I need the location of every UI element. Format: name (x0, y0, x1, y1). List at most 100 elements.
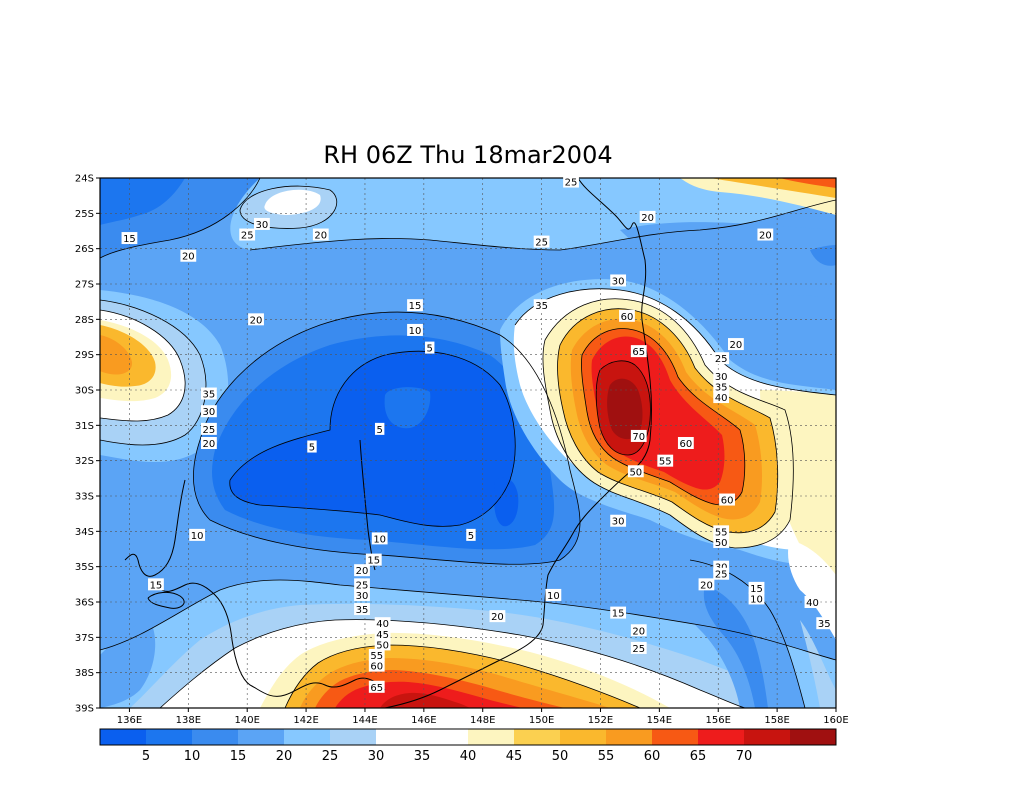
contour-label: 30 (356, 591, 369, 602)
lon-tick-label: 140E (234, 715, 259, 726)
contour-label: 35 (356, 605, 369, 616)
contour-label: 60 (721, 496, 734, 507)
colorbar-swatch (606, 729, 653, 745)
colorbar: 5 10 15 20 25 30 35 40 45 50 55 60 65 70 (99, 728, 837, 764)
contour-label: 30 (612, 517, 625, 528)
contour-label: 30 (203, 407, 216, 418)
lon-tick-label: 136E (117, 715, 142, 726)
contour-label-bg (748, 581, 765, 594)
contour-label-bg (816, 617, 833, 630)
contour-label-bg (374, 422, 385, 435)
contour-label-bg (407, 323, 423, 336)
contour-label: 60 (370, 662, 383, 673)
contour-label-bg (374, 627, 391, 640)
contour-label: 20 (250, 315, 263, 326)
contour-label: 25 (715, 354, 728, 365)
contour-label-bg (307, 440, 317, 453)
contour-label-bg (368, 649, 385, 661)
contour-label-bg (630, 345, 647, 358)
colorbar-swatch (698, 729, 745, 745)
contour-label: 20 (730, 340, 743, 351)
contour-label: 35 (203, 390, 216, 401)
contour-label-bg (713, 567, 730, 580)
colorbar-label: 30 (368, 749, 385, 764)
contour-label-bg (713, 525, 730, 538)
contour-label: 5 (427, 344, 433, 355)
colorbar-border (99, 728, 837, 746)
contour-label-bg (201, 387, 217, 400)
lat-tick-label: 31S (75, 421, 94, 432)
colorbar-swatch (284, 729, 331, 745)
contour-label-bg (189, 528, 206, 541)
contour-label: 30 (256, 220, 269, 231)
contour-label: 5 (376, 425, 382, 436)
contour-label: 20 (641, 213, 654, 224)
contour-label: 45 (376, 630, 389, 641)
contour-label-bg (677, 437, 694, 449)
contour-label: 65 (632, 347, 645, 358)
colorbar-label: 40 (460, 749, 477, 764)
contour-label: 25 (241, 231, 254, 242)
contour-label-bg (121, 232, 138, 245)
contour-label-bg (312, 228, 329, 241)
contour-label-bg (630, 624, 647, 637)
contour-label: 10 (547, 591, 560, 602)
contour-label-bg (180, 249, 197, 262)
contour-label: 15 (367, 556, 380, 567)
contour-label: 40 (806, 598, 819, 609)
lat-tick-label: 33S (75, 492, 94, 503)
lat-tick-label: 25S (75, 209, 94, 220)
contour-label-bg (374, 638, 391, 651)
contour-label: 15 (750, 584, 763, 595)
contour-label-bg (368, 659, 385, 672)
contour-label-bg (713, 391, 730, 404)
contour-label-bg (610, 274, 627, 287)
contour-label: 35 (715, 382, 728, 393)
colorbar-swatch (330, 729, 377, 745)
lon-tick-label: 148E (470, 715, 495, 726)
contour-label-bg (804, 596, 821, 608)
contour-label-bg (713, 380, 730, 393)
contour-label: 40 (376, 619, 389, 630)
contour-label: 60 (621, 312, 634, 323)
lon-tick-label: 156E (706, 715, 731, 726)
colorbar-swatch (790, 729, 837, 745)
contour-label-bg (630, 429, 647, 442)
contour-label: 5 (468, 531, 474, 542)
colorbar-label: 20 (276, 749, 293, 764)
plot-frame (99, 177, 837, 709)
lon-tick-label: 138E (176, 715, 201, 726)
contour-label-bg (407, 299, 423, 312)
contour-label: 5 (309, 443, 315, 454)
colorbar-swatch (422, 729, 469, 745)
contour-label-bg (365, 553, 382, 566)
contour-label: 20 (314, 231, 327, 242)
colorbar-swatch (376, 729, 423, 745)
contour-label: 15 (150, 580, 163, 591)
contour-label-bg (610, 514, 627, 527)
map-title: RH 06Z Thu 18mar2004 (323, 141, 613, 169)
colorbar-label: 35 (414, 749, 431, 764)
contour-label: 35 (818, 619, 831, 630)
contour-label-bg (368, 680, 385, 693)
colorbar-swatch (100, 729, 147, 745)
contour-label: 50 (715, 538, 728, 549)
colorbar-label: 5 (142, 749, 150, 764)
lat-tick-label: 30S (75, 386, 94, 397)
colorbar-label: 50 (552, 749, 569, 764)
contour-label-bg (698, 578, 715, 591)
contour-label: 25 (356, 580, 369, 591)
latitude-axis: 24S 25S 26S 27S 28S 29S 30S 31S 32S 33S 34S 35S 36S 3… (75, 174, 100, 715)
contour-label-bg (371, 532, 388, 545)
rh-field (100, 178, 836, 708)
contour-label-bg (248, 313, 264, 326)
contour-label: 15 (409, 301, 422, 312)
colorbar-label: 70 (736, 749, 753, 764)
colorbar-swatch (652, 729, 699, 745)
contour-label-bg (466, 528, 476, 541)
contour-label: 40 (715, 393, 728, 404)
colorbar-label: 10 (184, 749, 201, 764)
contour-label: 55 (715, 527, 728, 538)
